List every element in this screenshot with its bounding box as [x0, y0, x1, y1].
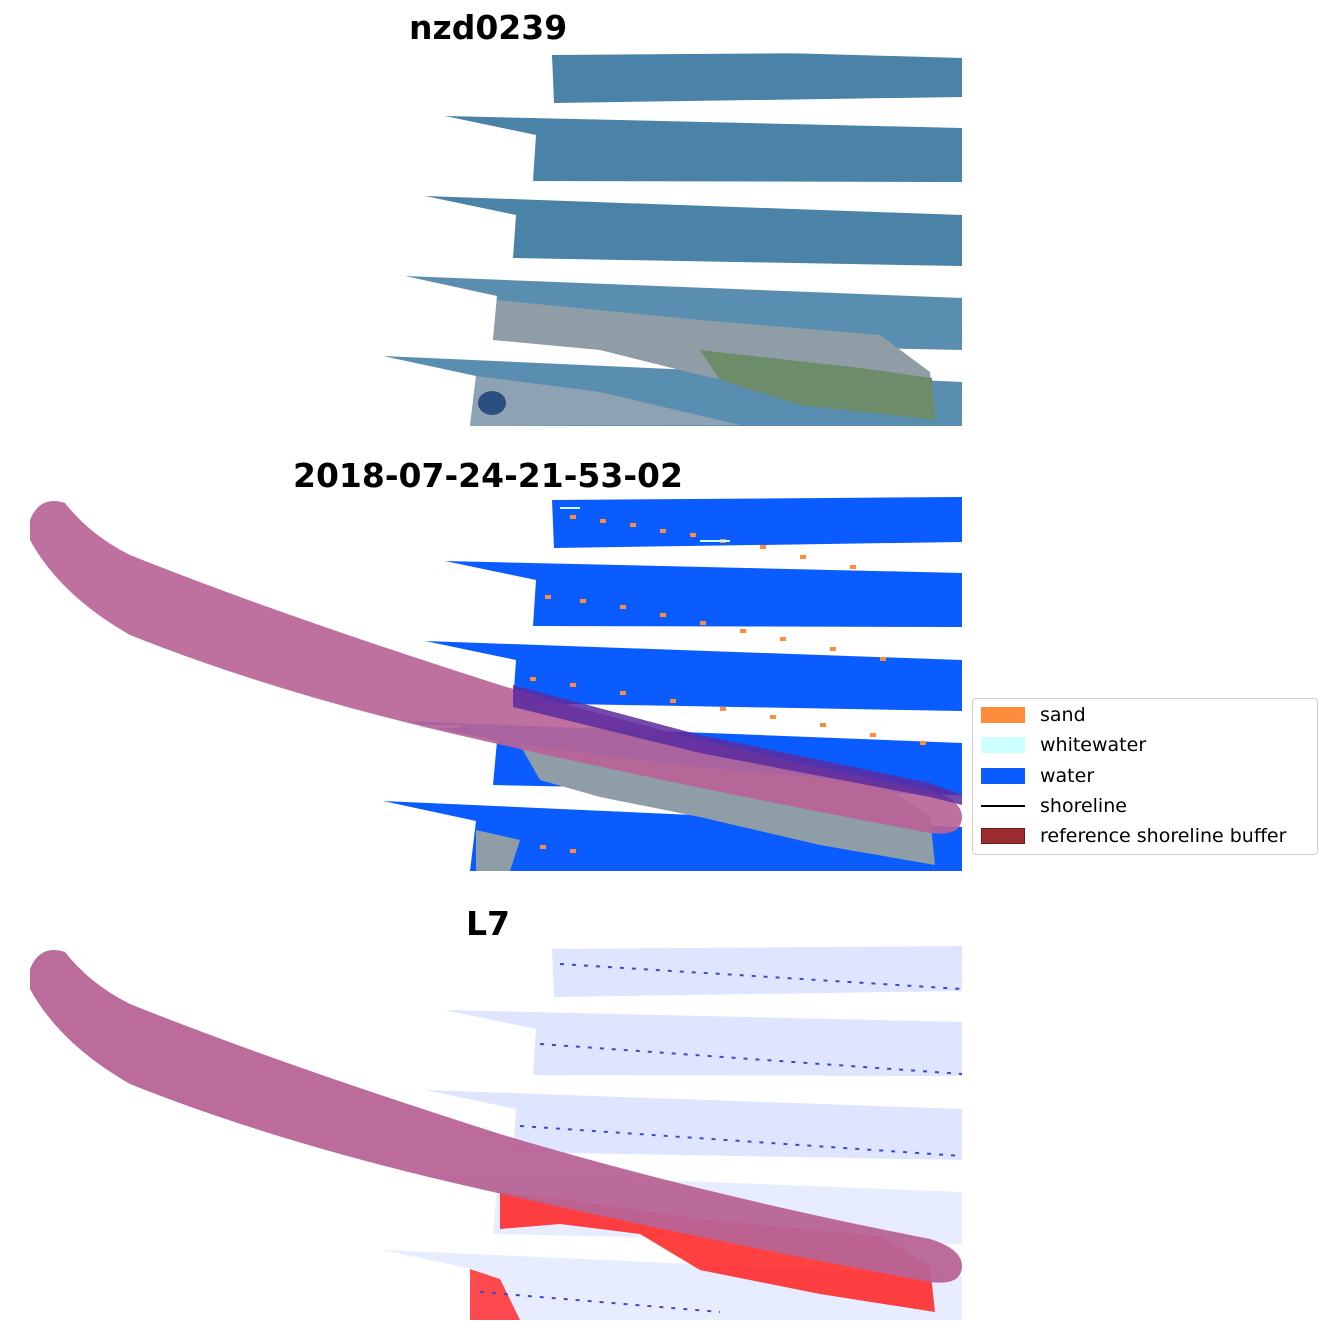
- legend-item-shoreline: shoreline: [981, 795, 1127, 817]
- reference-shoreline-buffer: [30, 950, 962, 1283]
- panel-title-rgb: nzd0239: [409, 8, 568, 47]
- index-strip: [383, 1250, 962, 1320]
- land-area: [520, 745, 935, 865]
- buffer-swatch: [981, 828, 1025, 844]
- scan-strip: [425, 196, 962, 266]
- panel-title-classified: 2018-07-24-21-53-02: [293, 456, 683, 495]
- legend: sand whitewater water shoreline referenc…: [972, 698, 1318, 855]
- index-image-panel: [30, 946, 962, 1320]
- legend-item-sand: sand: [981, 704, 1086, 726]
- scan-strip: [445, 116, 962, 182]
- land-area: [470, 376, 740, 426]
- whitewater-swatch: [981, 737, 1025, 753]
- buffer-water-overlap: [513, 685, 962, 805]
- legend-label: whitewater: [1040, 734, 1147, 756]
- index-strip: [552, 946, 962, 997]
- classified-image-panel: [30, 497, 962, 871]
- sand-swatch: [981, 707, 1025, 723]
- legend-label: shoreline: [1040, 795, 1127, 817]
- water-strip: [552, 497, 962, 548]
- rgb-image-panel: [383, 52, 962, 426]
- index-stripe-marks: [479, 963, 962, 1313]
- index-strip: [445, 1010, 962, 1076]
- lagoon: [478, 391, 506, 415]
- panel-title-index: L7: [466, 904, 510, 943]
- legend-item-water: water: [981, 765, 1094, 787]
- legend-label: sand: [1040, 704, 1086, 726]
- water-strip: [445, 561, 962, 627]
- legend-label: water: [1040, 765, 1095, 787]
- positive-index-area: [470, 1269, 520, 1320]
- land-area: [700, 350, 935, 420]
- water-strip: [383, 801, 962, 871]
- sand-pixels: [530, 515, 926, 853]
- land-area: [476, 830, 520, 871]
- index-strip: [425, 1090, 962, 1160]
- legend-item-buffer: reference shoreline buffer: [981, 825, 1286, 847]
- legend-item-whitewater: whitewater: [981, 734, 1146, 756]
- water-strip: [425, 641, 962, 711]
- shoreline-line-swatch: [981, 805, 1025, 807]
- positive-index-area: [500, 1192, 935, 1312]
- scan-strip: [552, 52, 962, 103]
- water-swatch: [981, 768, 1025, 784]
- legend-label: reference shoreline buffer: [1040, 825, 1287, 847]
